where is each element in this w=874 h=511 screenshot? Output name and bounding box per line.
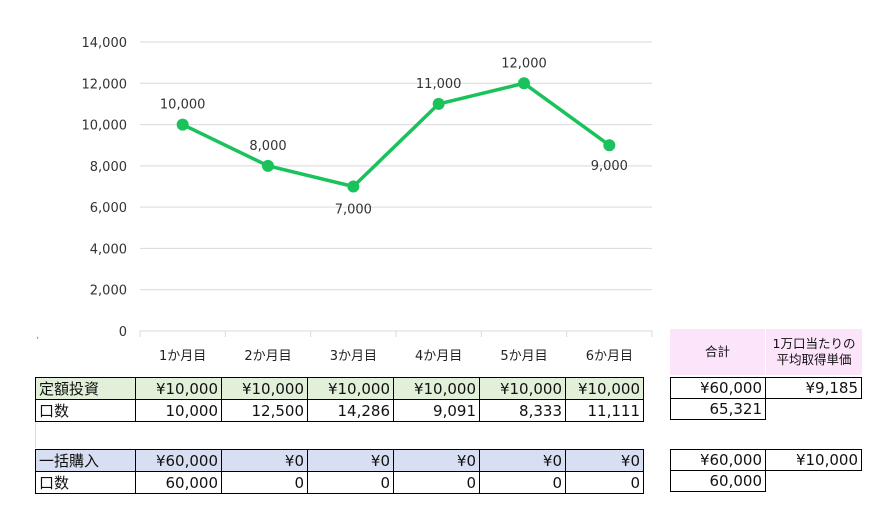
small-mark: ʼ: [36, 336, 40, 347]
teigaku-avg-price: ¥9,185: [765, 377, 862, 399]
ikkatsu-total-units: 60,000: [670, 470, 766, 492]
data-label: 8,000: [249, 139, 286, 154]
avg-header-line2: 平均取得単価: [776, 352, 852, 367]
ikkatsu-units-5: 0: [479, 471, 566, 494]
teigaku-amount-4: ¥10,000: [393, 377, 480, 400]
teigaku-units-5: 8,333: [479, 399, 566, 422]
y-tick-label: 8,000: [90, 160, 127, 175]
avg-header-line1: 1万口当たりの: [772, 336, 856, 351]
x-tick-label: 6か月目: [586, 349, 633, 364]
ikkatsu-label: 一括購入: [35, 449, 136, 472]
x-tick-label: 2か月目: [244, 349, 291, 364]
series-line: [181, 81, 611, 189]
y-tick-label: 10,000: [82, 119, 128, 134]
teigaku-summary-table: ¥60,000 ¥9,185 65,321: [670, 377, 862, 420]
x-tick-label: 3か月目: [330, 349, 377, 364]
ikkatsu-total-amount: ¥60,000: [670, 449, 766, 471]
ikkatsu-amount-2: ¥0: [221, 449, 308, 472]
teigaku-total-amount: ¥60,000: [670, 377, 766, 399]
teigaku-amount-5: ¥10,000: [479, 377, 566, 400]
ikkatsu-units-1: 60,000: [135, 471, 222, 494]
x-axis: 1か月目 2か月目 3か月目 4か月目 5か月目 6か月目: [139, 331, 653, 364]
ikkatsu-amount-6: ¥0: [565, 449, 644, 472]
data-labels: 10,000 8,000 7,000 11,000 12,000 9,000: [160, 56, 628, 217]
total-header: 合計: [670, 329, 765, 375]
teigaku-label: 定額投資: [35, 377, 136, 400]
data-point: [347, 180, 360, 193]
teigaku-units-row: 口数 10,000 12,500 14,286 9,091 8,333 11,1…: [35, 399, 644, 422]
ikkatsu-table: 一括購入 ¥60,000 ¥0 ¥0 ¥0 ¥0 ¥0 口数 60,000 0 …: [35, 449, 644, 494]
ikkatsu-amount-4: ¥0: [393, 449, 480, 472]
ikkatsu-summary-table: ¥60,000 ¥10,000 60,000: [670, 449, 862, 492]
y-axis: 0 2,000 4,000 6,000 8,000 10,000 12,000 14,000: [82, 36, 128, 340]
ikkatsu-avg-price: ¥10,000: [765, 449, 862, 471]
data-label: 10,000: [160, 98, 206, 113]
teigaku-table: 定額投資 ¥10,000 ¥10,000 ¥10,000 ¥10,000 ¥10…: [35, 377, 644, 422]
teigaku-amount-1: ¥10,000: [135, 377, 222, 400]
teigaku-units-2: 12,500: [221, 399, 308, 422]
data-label: 7,000: [335, 203, 372, 218]
avg-price-header: 1万口当たりの 平均取得単価: [766, 329, 862, 375]
teigaku-amount-6: ¥10,000: [565, 377, 644, 400]
teigaku-units-3: 14,286: [307, 399, 394, 422]
ikkatsu-units-label: 口数: [35, 471, 136, 494]
data-label: 12,000: [501, 56, 547, 71]
teigaku-units-label: 口数: [35, 399, 136, 422]
ikkatsu-amount-row: 一括購入 ¥60,000 ¥0 ¥0 ¥0 ¥0 ¥0: [35, 449, 644, 472]
data-point: [432, 97, 445, 110]
ikkatsu-units-6: 0: [565, 471, 644, 494]
y-tick-label: 6,000: [90, 201, 127, 216]
ikkatsu-amount-1: ¥60,000: [135, 449, 222, 472]
total-header-label: 合計: [704, 344, 730, 359]
divider-line: [35, 422, 36, 448]
data-point: [603, 139, 616, 152]
teigaku-units-6: 11,111: [565, 399, 644, 422]
x-tick-label: 4か月目: [415, 349, 462, 364]
x-tick-label: 1か月目: [159, 349, 206, 364]
ikkatsu-units-row: 口数 60,000 0 0 0 0 0: [35, 471, 644, 494]
data-point: [518, 77, 530, 90]
teigaku-empty-cell: [766, 399, 862, 420]
ikkatsu-amount-3: ¥0: [307, 449, 394, 472]
data-points: [176, 77, 616, 193]
data-point: [262, 159, 274, 172]
y-tick-label: 14,000: [82, 36, 128, 51]
ikkatsu-units-4: 0: [393, 471, 480, 494]
y-tick-label: 0: [119, 325, 127, 340]
y-tick-label: 4,000: [90, 242, 127, 257]
teigaku-amount-2: ¥10,000: [221, 377, 308, 400]
teigaku-amount-row: 定額投資 ¥10,000 ¥10,000 ¥10,000 ¥10,000 ¥10…: [35, 377, 644, 400]
ikkatsu-amount-5: ¥0: [479, 449, 566, 472]
y-tick-label: 12,000: [82, 77, 128, 92]
teigaku-amount-3: ¥10,000: [307, 377, 394, 400]
chart-gridlines: [140, 41, 652, 332]
ikkatsu-units-2: 0: [221, 471, 308, 494]
data-point: [176, 118, 189, 131]
teigaku-units-4: 9,091: [393, 399, 480, 422]
x-tick-label: 5か月目: [500, 349, 547, 364]
teigaku-total-units: 65,321: [670, 398, 766, 420]
data-label: 9,000: [591, 159, 628, 174]
y-tick-label: 2,000: [90, 284, 127, 299]
data-label: 11,000: [416, 77, 462, 92]
ikkatsu-empty-cell: [766, 471, 862, 492]
ikkatsu-units-3: 0: [307, 471, 394, 494]
price-line-chart: 02,0004,0006,0008,00010,00012,00014,000 …: [82, 36, 653, 364]
teigaku-units-1: 10,000: [135, 399, 222, 422]
